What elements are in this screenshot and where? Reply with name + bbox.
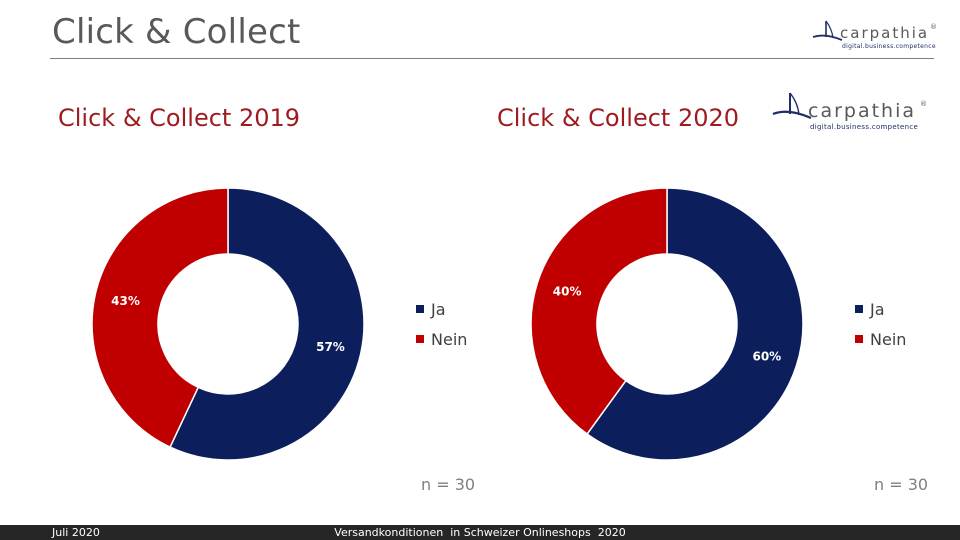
data-label-ja: 60%	[752, 349, 781, 363]
legend-label-nein: Nein	[870, 329, 907, 349]
chart-title-2019: Click & Collect 2019	[58, 104, 301, 132]
legend-2020: Ja Nein	[855, 294, 906, 354]
logo-tagline: digital.business.competence	[842, 43, 936, 50]
legend-swatch-nein	[855, 335, 863, 343]
legend-item-nein: Nein	[855, 324, 906, 354]
legend-swatch-nein	[416, 335, 424, 343]
logo-swoosh-icon	[812, 20, 843, 41]
slide-title: Click & Collect	[52, 12, 301, 52]
data-label-ja: 57%	[316, 340, 345, 354]
footer-date: Juli 2020	[52, 526, 100, 539]
logo-tagline: digital.business.competence	[810, 123, 919, 131]
donut-chart-2019: 57% 43%	[91, 187, 365, 461]
chart-title-2020: Click & Collect 2020	[497, 104, 740, 132]
legend-label-ja: Ja	[870, 299, 885, 319]
sample-size-2019: n = 30	[421, 475, 476, 494]
logo-swoosh-icon	[772, 92, 812, 120]
donut-chart-2020: 60% 40%	[530, 187, 804, 461]
logo-registered-mark: ®	[930, 23, 937, 31]
sample-size-2020: n = 30	[874, 475, 929, 494]
legend-label-nein: Nein	[431, 329, 468, 349]
legend-swatch-ja	[416, 305, 424, 313]
legend-item-ja: Ja	[416, 294, 467, 324]
legend-item-nein: Nein	[416, 324, 467, 354]
footer-title: Versandkonditionen in Schweizer Onlinesh…	[334, 526, 626, 539]
legend-label-ja: Ja	[431, 299, 446, 319]
donut-slice-ja	[586, 187, 804, 461]
data-label-nein: 40%	[553, 285, 582, 299]
carpathia-logo-chart: carpathia ® digital.business.competence	[772, 90, 932, 136]
legend-item-ja: Ja	[855, 294, 906, 324]
donut-slice-nein	[530, 187, 668, 436]
donut-slice-ja	[169, 187, 365, 461]
logo-registered-mark: ®	[920, 100, 927, 108]
legend-swatch-ja	[855, 305, 863, 313]
logo-wordmark: carpathia	[840, 24, 930, 42]
footer-bar: Juli 2020 Versandkonditionen in Schweize…	[0, 525, 960, 540]
logo-wordmark: carpathia	[808, 100, 917, 122]
donut-slice-nein	[91, 187, 229, 449]
carpathia-logo-header: carpathia ® digital.business.competence	[812, 16, 937, 52]
data-label-nein: 43%	[111, 294, 140, 308]
legend-2019: Ja Nein	[416, 294, 467, 354]
title-rule	[50, 58, 934, 59]
